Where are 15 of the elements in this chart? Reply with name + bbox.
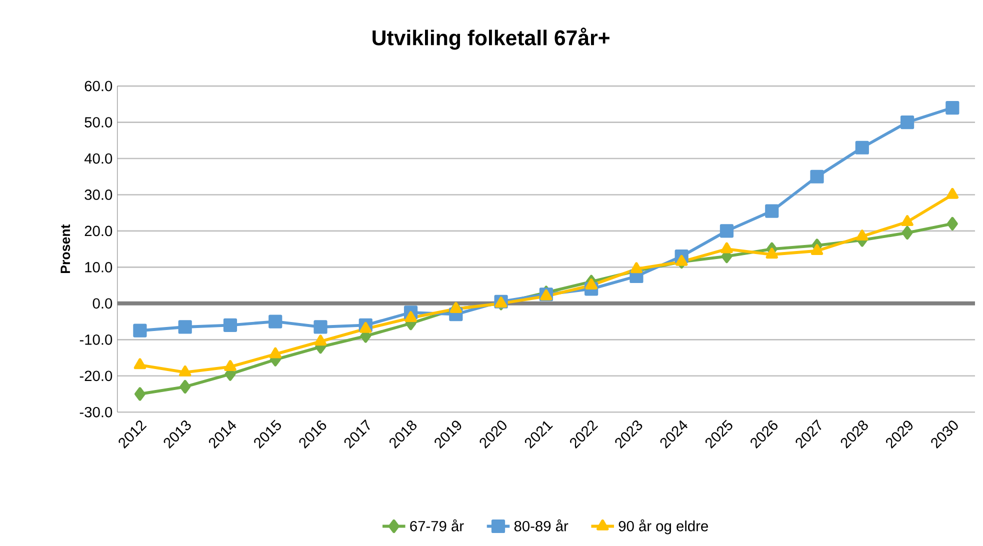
y-tick-label: 40.0 [84, 154, 112, 164]
y-axis-title: Prosent [60, 224, 70, 274]
y-tick-label: 30.0 [84, 190, 112, 200]
y-tick-label: -10.0 [80, 334, 112, 346]
chart-title: Utvikling folketall 67år+ [372, 28, 610, 50]
legend-label: 67-79 år [410, 520, 464, 532]
legend-label: 90 år og eldre [618, 520, 708, 534]
y-tick-label: -30.0 [80, 407, 112, 418]
y-tick-label: 0.0 [92, 298, 112, 309]
y-tick-label: -20.0 [80, 370, 112, 382]
y-tick-label: 60.0 [84, 81, 112, 92]
y-tick-label: 20.0 [84, 226, 112, 236]
legend-label: 80-89 år [514, 520, 568, 532]
y-tick-label: 50.0 [84, 117, 112, 128]
y-tick-label: 10.0 [85, 262, 112, 273]
